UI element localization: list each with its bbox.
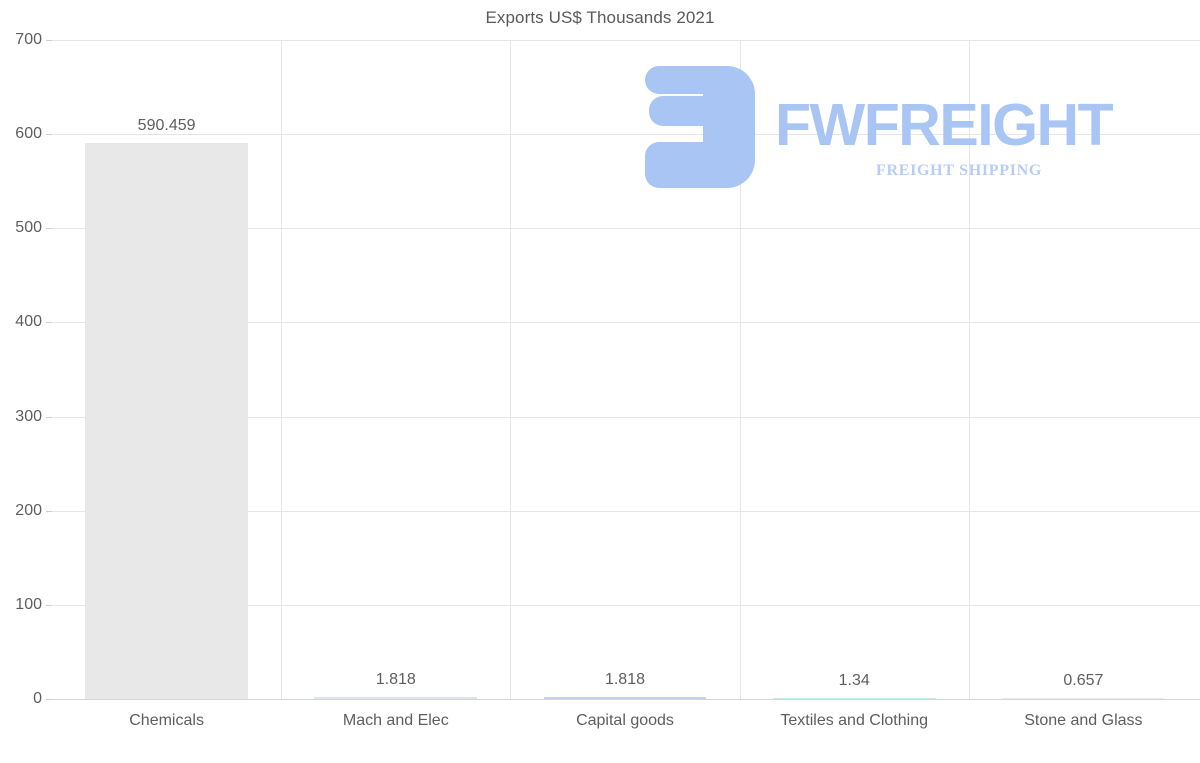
bar[interactable] — [1002, 697, 1165, 699]
x-tick-label: Chemicals — [129, 712, 204, 729]
y-tick-mark — [46, 699, 52, 700]
bar[interactable] — [543, 697, 707, 699]
gridline-x — [510, 40, 511, 700]
bar-value-label: 1.818 — [604, 671, 645, 689]
gridline-x — [740, 40, 741, 700]
gridline-x — [969, 40, 970, 700]
bar[interactable] — [85, 143, 248, 699]
y-tick-label: 700 — [15, 31, 42, 48]
x-tick-label: Capital goods — [576, 712, 674, 729]
gridline-y — [52, 40, 1200, 41]
plot-area: 0 100 200 300 400 500 600 700 590.459 1.818 1.818… — [15, 31, 1200, 707]
gridline-y — [52, 416, 1200, 418]
y-tick-mark — [46, 510, 52, 512]
gridline-y — [52, 322, 1200, 324]
y-tick-label: 500 — [15, 219, 42, 237]
x-tick-label: Mach and Elec — [342, 712, 449, 729]
bar-value-label: 0.657 — [1063, 671, 1104, 689]
y-tick-label: 600 — [15, 125, 42, 143]
y-tick-mark — [46, 40, 52, 41]
chart-title: Exports US$ Thousands 2021 — [485, 8, 715, 27]
gridline-y — [52, 604, 1200, 606]
x-tick-label: Stone and Glass — [1024, 712, 1143, 729]
bar-value-label: 1.818 — [375, 671, 416, 689]
bar-value-label: 590.459 — [137, 117, 196, 135]
y-tick-label: 400 — [15, 313, 42, 331]
y-tick-label: 200 — [15, 501, 42, 519]
gridline-x — [281, 40, 282, 700]
y-tick-label: 0 — [33, 690, 42, 707]
y-tick-mark — [46, 322, 52, 324]
x-axis-line — [52, 699, 1200, 700]
y-tick-label: 300 — [15, 407, 42, 425]
y-tick-mark — [46, 134, 52, 136]
gridline-y — [52, 510, 1200, 512]
y-tick-mark — [46, 228, 52, 230]
gridline-y — [52, 228, 1200, 230]
y-tick-mark — [46, 604, 52, 606]
bar[interactable] — [772, 697, 936, 699]
bar[interactable] — [314, 697, 478, 699]
y-tick-mark — [46, 416, 52, 418]
gridline-y — [52, 134, 1200, 136]
x-tick-label: Textiles and Clothing — [780, 712, 928, 729]
y-tick-label: 100 — [15, 595, 42, 613]
bar-value-label: 1.34 — [838, 671, 870, 689]
